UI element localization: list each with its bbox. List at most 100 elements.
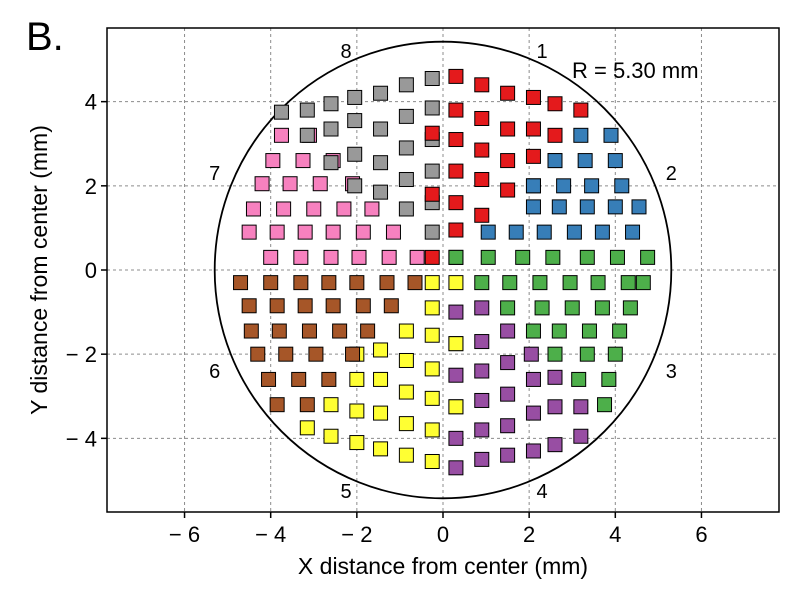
- point-sector-6-14: [271, 323, 287, 339]
- point-sector-3-11: [590, 275, 606, 291]
- point-sector-8-24: [273, 104, 289, 120]
- point-sector-4-23: [547, 437, 563, 453]
- point-sector-6-23: [291, 371, 307, 387]
- point-sector-3-9: [532, 275, 548, 291]
- point-sector-2-10: [631, 199, 647, 215]
- point-sector-1-4: [448, 132, 464, 148]
- point-sector-2-15: [547, 153, 563, 169]
- point-sector-6-26: [299, 397, 315, 413]
- point-sector-7-9: [336, 201, 352, 217]
- point-sector-3-1: [480, 249, 496, 265]
- point-sector-4-0: [448, 304, 464, 320]
- point-sector-4-4: [448, 430, 464, 446]
- point-sector-5-14: [398, 447, 414, 463]
- point-sector-2-19: [603, 127, 619, 143]
- point-sector-6-19: [278, 346, 294, 362]
- point-sector-2-8: [579, 199, 595, 215]
- point-sector-8-8: [398, 140, 414, 156]
- point-sector-4-17: [523, 346, 539, 362]
- point-sector-3-28: [597, 397, 613, 413]
- point-sector-3-4: [579, 249, 595, 265]
- point-sector-2-2: [536, 224, 552, 240]
- point-sector-7-25: [409, 249, 425, 265]
- point-sector-4-16: [500, 447, 516, 463]
- point-sector-3-13: [635, 275, 651, 291]
- point-sector-4-9: [474, 392, 490, 408]
- point-sector-4-6: [474, 300, 490, 316]
- point-sector-3-24: [579, 346, 595, 362]
- point-sector-6-22: [261, 371, 277, 387]
- point-sector-7-22: [323, 249, 339, 265]
- sector-label-4: 4: [537, 481, 548, 503]
- point-sector-8-19: [323, 155, 339, 171]
- point-sector-8-21: [323, 96, 339, 112]
- point-sector-5-7: [424, 390, 440, 406]
- point-sector-6-6: [407, 275, 423, 291]
- point-sector-7-16: [295, 153, 311, 169]
- point-sector-1-14: [500, 121, 516, 137]
- point-sector-3-17: [594, 300, 610, 316]
- point-sector-5-15: [373, 342, 389, 358]
- point-sector-2-6: [525, 199, 541, 215]
- point-sector-3-20: [551, 323, 567, 339]
- point-sector-1-12: [500, 182, 516, 198]
- point-sector-7-8: [306, 201, 322, 217]
- point-sector-1-22: [547, 96, 563, 112]
- point-sector-2-9: [607, 199, 623, 215]
- point-sector-2-5: [625, 224, 641, 240]
- point-sector-6-5: [379, 275, 395, 291]
- point-sector-4-2: [448, 367, 464, 383]
- point-sector-4-18: [525, 371, 541, 387]
- point-sector-2-4: [594, 224, 610, 240]
- point-sector-4-20: [525, 443, 541, 459]
- point-sector-1-3: [448, 163, 464, 179]
- point-sector-8-2: [424, 163, 440, 179]
- x-tick-label-2: − 2: [341, 522, 372, 547]
- point-sector-5-6: [424, 361, 440, 377]
- point-sector-6-0: [233, 275, 249, 291]
- annotations: 1 2 3 4 5 6 7 8: [209, 41, 677, 503]
- y-tick-label-0: − 4: [66, 426, 97, 451]
- point-sector-7-21: [293, 249, 309, 265]
- point-sector-8-17: [347, 113, 363, 129]
- point-sector-5-23: [323, 397, 339, 413]
- point-sector-8-5: [424, 71, 440, 87]
- point-sector-4-25: [573, 428, 589, 444]
- point-sector-6-15: [301, 323, 317, 339]
- point-sector-5-13: [398, 416, 414, 432]
- point-sector-5-22: [349, 435, 365, 451]
- data-points: [233, 68, 656, 476]
- point-sector-7-0: [241, 224, 257, 240]
- point-sector-7-24: [381, 249, 397, 265]
- point-sector-3-22: [612, 323, 628, 339]
- x-tick-label-3: 0: [437, 522, 449, 547]
- point-sector-5-24: [323, 428, 339, 444]
- point-sector-6-18: [250, 346, 266, 362]
- point-sector-6-16: [332, 323, 348, 339]
- point-sector-6-8: [269, 298, 285, 314]
- point-sector-5-16: [373, 371, 389, 387]
- point-sector-8-10: [398, 77, 414, 93]
- point-sector-4-10: [474, 422, 490, 438]
- point-sector-5-9: [424, 453, 440, 469]
- point-sector-3-25: [607, 346, 623, 362]
- point-sector-3-12: [620, 275, 636, 291]
- point-sector-8-20: [323, 121, 339, 137]
- point-sector-1-13: [500, 153, 516, 169]
- point-sector-4-8: [474, 363, 490, 379]
- point-sector-2-18: [573, 127, 589, 143]
- point-sector-2-14: [614, 178, 630, 194]
- point-sector-4-21: [547, 369, 563, 385]
- point-sector-6-13: [243, 323, 259, 339]
- point-sector-4-15: [500, 418, 516, 434]
- point-sector-1-1: [424, 186, 440, 202]
- point-sector-5-8: [424, 422, 440, 438]
- point-sector-3-14: [500, 300, 516, 316]
- point-sector-5-3: [448, 336, 464, 352]
- point-sector-7-15: [265, 153, 281, 169]
- point-sector-6-7: [241, 298, 257, 314]
- point-sector-1-0: [424, 249, 440, 265]
- point-sector-3-6: [640, 249, 656, 265]
- y-tick-label-4: 4: [85, 90, 97, 115]
